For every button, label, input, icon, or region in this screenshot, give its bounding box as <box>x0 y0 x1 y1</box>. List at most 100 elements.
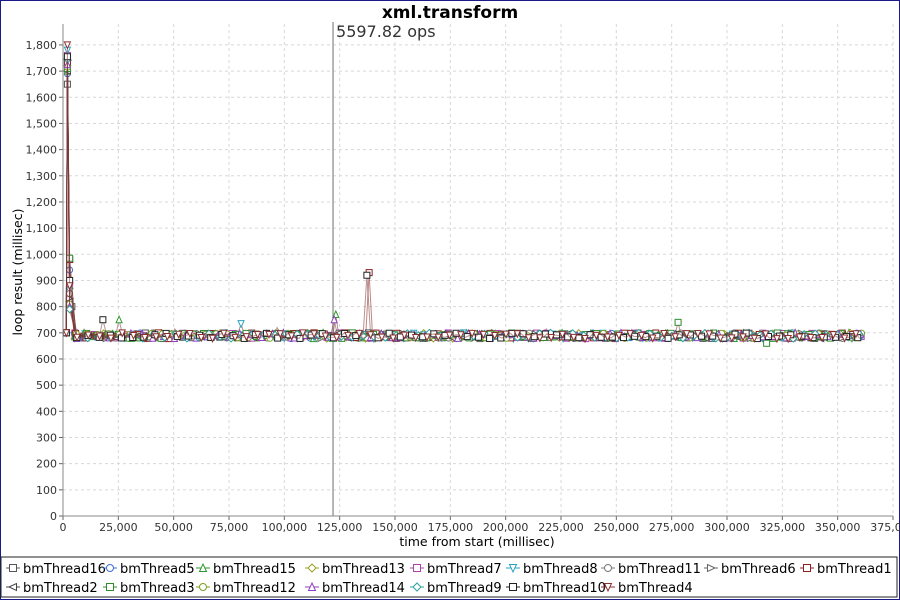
data-point <box>276 330 285 339</box>
x-tick-label: 250,000 <box>594 521 640 534</box>
data-point <box>332 333 341 343</box>
data-point <box>330 315 338 324</box>
legend-marker <box>7 582 17 592</box>
data-point <box>434 333 443 342</box>
data-point <box>490 331 499 341</box>
x-tick-label: 225,000 <box>538 521 584 534</box>
legend-item-bmThread15: bmThread15 <box>196 562 296 577</box>
data-point <box>107 334 115 343</box>
grid <box>62 24 894 517</box>
data-point <box>660 330 668 339</box>
data-point <box>524 334 533 343</box>
data-point <box>73 333 81 342</box>
legend-item-bmThread2: bmThread2 <box>6 581 98 596</box>
legend-item-bmThread5: bmThread5 <box>103 562 195 577</box>
legend-item-bmThread9: bmThread9 <box>410 581 502 596</box>
data-point <box>163 332 172 342</box>
data-point <box>378 333 386 342</box>
legend-marker <box>603 583 613 593</box>
data-point <box>423 333 431 342</box>
data-point <box>141 334 149 343</box>
data-point <box>253 331 262 340</box>
x-tick-label: 125,000 <box>317 521 363 534</box>
legend-item-bmThread11: bmThread11 <box>601 562 701 577</box>
y-tick-label: 1,500 <box>26 117 58 130</box>
y-tick-label: 1,100 <box>26 222 58 235</box>
data-point <box>727 334 736 343</box>
legend-marker <box>106 564 114 572</box>
data-point <box>366 331 375 340</box>
y-tick-label: 1,200 <box>26 196 58 209</box>
legend-item-bmThread6: bmThread6 <box>704 562 796 577</box>
legend-marker <box>604 564 612 572</box>
data-point <box>486 334 494 342</box>
data-point <box>310 330 318 339</box>
data-point <box>152 333 160 342</box>
x-tick-label: 300,000 <box>704 521 750 534</box>
data-point <box>671 333 680 342</box>
data-point <box>694 330 702 339</box>
x-tick-label: 50,000 <box>154 521 193 534</box>
data-point <box>674 318 682 326</box>
x-tick-label: 175,000 <box>428 521 474 534</box>
x-tick-label: 275,000 <box>649 521 695 534</box>
data-point <box>174 330 183 339</box>
data-point <box>118 329 126 338</box>
data-point <box>818 334 826 343</box>
legend-item-bmThread16: bmThread16 <box>6 562 106 577</box>
data-point <box>795 333 804 342</box>
y-tick-label: 500 <box>36 379 57 392</box>
data-point <box>479 330 488 340</box>
data-point <box>299 329 307 338</box>
data-point <box>852 330 860 339</box>
data-point <box>648 334 657 343</box>
data-point <box>453 333 462 342</box>
data-point <box>773 335 781 344</box>
legend-marker <box>413 564 421 572</box>
legend-label: bmThread10 <box>523 581 606 596</box>
data-point <box>385 329 393 337</box>
data-point <box>220 329 228 338</box>
data-point <box>603 333 612 342</box>
data-point <box>457 331 465 340</box>
data-point <box>242 333 251 342</box>
data-point <box>296 334 304 342</box>
data-point <box>363 271 371 279</box>
data-point <box>287 332 296 341</box>
data-point <box>840 334 849 343</box>
data-point <box>626 330 634 339</box>
data-point <box>84 331 93 340</box>
x-tick-label: 350,000 <box>815 521 861 534</box>
data-point <box>65 282 74 291</box>
data-point <box>513 330 522 339</box>
data-point <box>321 332 330 341</box>
y-tick-label: 900 <box>36 274 57 287</box>
legend-label: bmThread14 <box>322 581 405 596</box>
x-axis-title: time from start (millisec) <box>399 534 554 549</box>
data-point <box>265 330 273 340</box>
data-point <box>197 334 206 343</box>
data-point <box>581 335 589 344</box>
legend-marker <box>199 583 207 591</box>
data-point <box>99 316 107 324</box>
data-point <box>664 334 672 342</box>
data-point <box>389 334 397 343</box>
plot-area <box>61 22 866 516</box>
data-point <box>468 329 476 339</box>
legend-marker <box>509 583 517 591</box>
y-axis-title: loop result (millisec) <box>10 209 25 336</box>
x-tick-label: 150,000 <box>372 521 418 534</box>
data-point <box>558 330 567 340</box>
legend-label: bmThread7 <box>427 562 502 577</box>
legend-item-bmThread3: bmThread3 <box>103 581 195 596</box>
data-point <box>411 334 420 343</box>
data-point <box>186 329 194 339</box>
data-point <box>731 330 739 338</box>
y-tick-label: 1,800 <box>26 39 58 52</box>
axes: 0 100 200 300 400 500 600 700 800 900 1,000 1,100 1,… <box>26 24 900 534</box>
legend-marker <box>198 562 208 572</box>
data-point <box>547 334 555 343</box>
data-point <box>761 330 770 339</box>
data-point <box>237 320 245 329</box>
